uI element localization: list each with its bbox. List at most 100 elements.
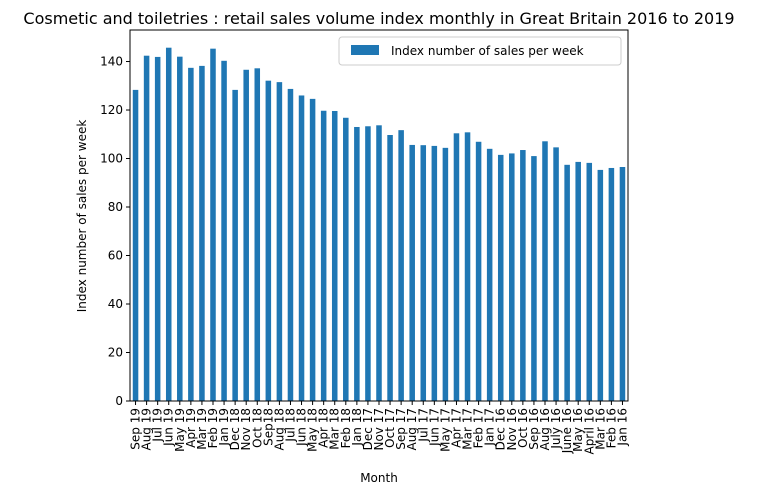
- bar: [453, 133, 460, 402]
- x-tick-label: Aug 17: [405, 408, 419, 451]
- x-tick-label: Nov 18: [239, 408, 253, 451]
- y-ticks: 0 20 40 60 80 100 120 140: [100, 55, 130, 408]
- y-tick-label: 100: [100, 152, 123, 166]
- x-tick-label: Sep 16: [527, 408, 541, 450]
- legend: Index number of sales per week: [338, 36, 622, 66]
- bar: [243, 69, 249, 402]
- x-tick-label: Jan 19: [217, 408, 231, 447]
- bar: [199, 65, 205, 401]
- y-tick-label: 60: [108, 249, 123, 263]
- bar: [575, 161, 581, 401]
- x-tick-label: Oct 18: [250, 408, 264, 448]
- bar: [608, 167, 615, 401]
- x-tick-label: Jun 18: [295, 408, 309, 447]
- x-tick-label: Feb 18: [339, 408, 353, 448]
- x-tick-label: Apr 17: [449, 408, 463, 448]
- bar: [387, 135, 393, 401]
- bar: [298, 95, 305, 401]
- x-tick-label: Dec 16: [494, 408, 508, 450]
- y-tick-label: 0: [115, 394, 123, 408]
- bar: [265, 80, 272, 402]
- bar: [343, 117, 349, 401]
- bar: [188, 67, 194, 401]
- x-tick-label: Jul 19: [151, 408, 165, 443]
- y-axis-label: Index number of sales per week: [75, 120, 89, 313]
- bar: [398, 130, 404, 401]
- bar: [132, 89, 139, 401]
- x-tick-label: Aug 18: [272, 408, 286, 451]
- bar: [520, 150, 526, 401]
- x-tick-label: Jul 18: [283, 408, 297, 443]
- bar: [619, 167, 626, 401]
- bar: [497, 154, 504, 401]
- bar: [376, 125, 382, 402]
- x-tick-label: Sep 19: [129, 408, 143, 450]
- x-tick-label: Feb 16: [604, 408, 618, 448]
- x-tick-label: Jan 18: [350, 408, 364, 447]
- x-tick-label: Mar 17: [461, 408, 475, 450]
- bar: [509, 153, 515, 401]
- bar: [597, 169, 604, 401]
- x-tick-label: May 19: [173, 408, 187, 452]
- x-tick-label: Oct 17: [383, 408, 397, 448]
- bar: [542, 141, 548, 402]
- x-tick-label: Mar 16: [593, 408, 607, 450]
- bar: [254, 68, 261, 401]
- x-tick-label: Nov 17: [372, 408, 386, 451]
- x-tick-label: Mar 19: [195, 408, 209, 450]
- x-tick-label: Mar 18: [328, 408, 342, 450]
- bar: [177, 56, 183, 402]
- bar: [210, 48, 216, 402]
- chart-title: Cosmetic and toiletries : retail sales v…: [23, 9, 734, 28]
- bar: [165, 47, 172, 401]
- bar: [232, 89, 238, 401]
- bar: [431, 145, 438, 401]
- bar: [331, 110, 338, 402]
- legend-box: [338, 36, 622, 66]
- y-tick-label: 40: [108, 297, 123, 311]
- bars: [132, 47, 626, 402]
- bar: [553, 147, 559, 401]
- bar: [464, 132, 471, 401]
- bar: [287, 88, 294, 402]
- x-tick-label: Jun 17: [427, 408, 441, 447]
- legend-label: Index number of sales per week: [391, 44, 584, 58]
- x-tick-label: Jun 19: [162, 408, 176, 447]
- x-tick-label: Feb 19: [206, 408, 220, 448]
- x-tick-label: June 16: [560, 408, 574, 454]
- y-tick-label: 120: [100, 103, 123, 117]
- bar: [365, 126, 371, 402]
- bar: [320, 110, 327, 401]
- x-tick-label: Apr 18: [317, 408, 331, 448]
- x-tick-label: May 18: [306, 408, 320, 452]
- bar: [420, 145, 427, 401]
- bar: [309, 98, 316, 402]
- x-tick-label: May 16: [571, 408, 585, 452]
- bar: [154, 56, 161, 402]
- x-tick-label: Jan 16: [615, 408, 629, 447]
- x-tick-label: Jan 17: [483, 408, 497, 447]
- y-tick-label: 140: [100, 55, 123, 69]
- y-tick-label: 20: [108, 346, 123, 360]
- x-tick-label: Sep 17: [394, 408, 408, 450]
- x-tick-label: Dec 18: [228, 408, 242, 450]
- bar: [442, 147, 449, 401]
- bar: [475, 141, 482, 401]
- x-tick-label: Aug 16: [538, 408, 552, 451]
- x-tick-label: April 16: [582, 408, 596, 455]
- x-tick-label: July 16: [549, 408, 563, 450]
- x-tick-label: Feb 17: [472, 408, 486, 448]
- x-tick-label: Nov 16: [505, 408, 519, 451]
- x-tick-label: May 17: [438, 408, 452, 452]
- legend-swatch: [351, 45, 379, 55]
- bar: [409, 144, 415, 401]
- bar: [276, 82, 283, 401]
- bar: [531, 156, 537, 401]
- y-tick-label: 80: [108, 200, 123, 214]
- x-tick-label: Jul 17: [416, 408, 430, 443]
- x-tick-label: Oct 16: [516, 408, 530, 448]
- x-axis-label: Month: [360, 471, 398, 485]
- x-tick-label: Dec 17: [361, 408, 375, 450]
